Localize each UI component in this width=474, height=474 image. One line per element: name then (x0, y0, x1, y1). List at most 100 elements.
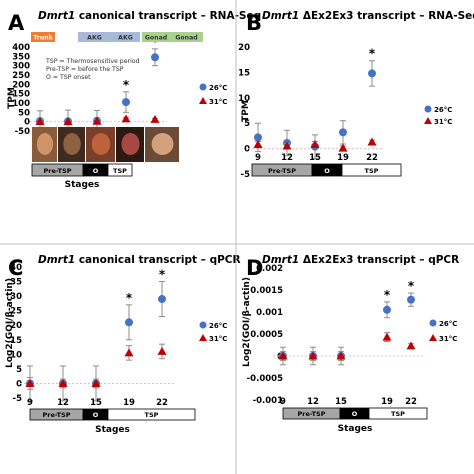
legend-note: Pre-TSP = before the TSP (46, 66, 124, 73)
embryo-image (145, 127, 179, 162)
stage-bar-segment (107, 163, 133, 177)
legend-label-26c: 26°C (209, 84, 227, 92)
data-point-26c (383, 305, 391, 314)
data-point-31c (91, 378, 101, 387)
y-tick-label: 150 (12, 90, 30, 100)
panel-b: B Dmrt1 ΔEx2Ex3 transcript – RNA-Seq TPM 20… (238, 10, 474, 180)
x-tick-label: 12 (307, 397, 319, 407)
x-tick-label: 9 (27, 398, 33, 408)
title-gene: Dmrt1 (38, 254, 75, 266)
y-tick-label: 15 (238, 68, 250, 78)
data-point-26c (125, 318, 133, 327)
y-tick-label: 250 (12, 71, 30, 81)
y-tick-label: -0.001 (253, 396, 283, 406)
data-point-31c (63, 117, 73, 126)
data-point-31c (278, 351, 288, 360)
x-axis-label: Stages (95, 425, 130, 435)
embryo-image (86, 127, 115, 162)
x-tick-label: 19 (381, 397, 393, 407)
stage-bar-label: Pre-TSP (44, 167, 72, 175)
legend-label-26c: 26°C (434, 106, 452, 114)
tissue-segment (142, 32, 170, 42)
embryo-shape (151, 133, 174, 155)
data-point-31c (92, 116, 102, 125)
tissue-label: Gonad (145, 35, 167, 42)
legend-label-26c: 26°C (209, 322, 227, 330)
significance-star: * (159, 268, 166, 282)
data-point-31c (367, 137, 377, 146)
panel-letter: C (8, 256, 23, 280)
tissue-label: Trunk (33, 35, 53, 42)
tissue-segment (31, 32, 55, 42)
stage-bar-segment (341, 163, 402, 177)
data-point-26c (122, 98, 130, 107)
panel-letter: B (246, 11, 262, 35)
x-axis-label: Stages (338, 424, 373, 434)
stage-bar-label: TSP (391, 410, 405, 418)
y-axis-label: Log2(GOI/β-actin) (242, 277, 252, 367)
title-rest: ΔEx2Ex3 transcript – RNA-Seq (299, 10, 474, 22)
x-tick-label: 12 (57, 398, 69, 408)
x-tick-label: 9 (280, 397, 286, 407)
data-point-31c (124, 348, 134, 357)
y-tick-label: 40 (10, 263, 22, 273)
legend-marker-26c (424, 105, 432, 113)
data-point-26c (368, 69, 376, 78)
legend-label-31c: 31°C (434, 118, 452, 126)
legend-marker-31c (199, 334, 207, 341)
x-tick-label: 12 (281, 153, 293, 163)
tissue-label: Gonad (175, 35, 197, 42)
y-tick-label: -0.0005 (247, 374, 283, 384)
y-tick-label: -5 (241, 170, 251, 180)
panel-letter: A (8, 11, 25, 35)
panel-a: A Dmrt1 canonical transcript – RNA-Seq TPM… (7, 10, 261, 190)
legend-marker-31c (429, 334, 437, 341)
tissue-label: AKG (87, 35, 102, 42)
embryo-image (116, 127, 144, 162)
stage-bar-label: O (93, 167, 99, 175)
data-point-26c (254, 133, 262, 142)
data-point-26c (407, 295, 415, 304)
data-point-31c (308, 351, 318, 360)
legend-label-26c: 26°C (439, 320, 457, 328)
data-point-31c (406, 341, 416, 350)
significance-star: * (123, 78, 130, 92)
embryo-image (32, 127, 57, 162)
y-tick-label: 35 (10, 278, 22, 288)
data-point-31c (310, 140, 320, 149)
data-point-26c (339, 128, 347, 137)
legend-marker-26c (429, 319, 437, 327)
y-axis-label: TPM (241, 100, 251, 122)
title-gene: Dmrt1 (262, 254, 299, 266)
title-gene: Dmrt1 (262, 10, 299, 22)
y-tick-label: 25 (10, 307, 22, 317)
legend-marker-26c (199, 83, 207, 91)
legend-marker-31c (199, 97, 207, 104)
x-axis-label: Stages (65, 180, 100, 190)
data-point-31c (121, 114, 131, 123)
y-tick-label: 50 (18, 108, 30, 118)
x-tick-label: 9 (255, 153, 261, 163)
tissue-segment (111, 32, 140, 42)
x-tick-label: 22 (366, 153, 378, 163)
y-tick-label: 30 (10, 292, 22, 302)
legend-label-31c: 31°C (209, 335, 227, 343)
significance-star: * (369, 47, 376, 61)
y-tick-label: 10 (238, 94, 250, 104)
y-tick-label: 20 (10, 321, 22, 331)
data-point-26c (158, 295, 166, 304)
data-point-31c (338, 143, 348, 152)
y-tick-label: 0.0015 (250, 286, 283, 296)
data-point-26c (151, 53, 159, 62)
embryo-shape (36, 133, 54, 155)
legend-note: TSP = Thermosensitive period (45, 58, 140, 65)
legend-label-31c: 31°C (209, 98, 227, 106)
y-axis-label: Log2(GOI/β-actin) (5, 278, 15, 368)
data-point-31c (35, 116, 45, 125)
stage-bar-segment (368, 407, 428, 420)
y-tick-label: 300 (12, 62, 30, 72)
y-tick-label: 5 (16, 365, 22, 375)
data-point-31c (253, 140, 263, 149)
